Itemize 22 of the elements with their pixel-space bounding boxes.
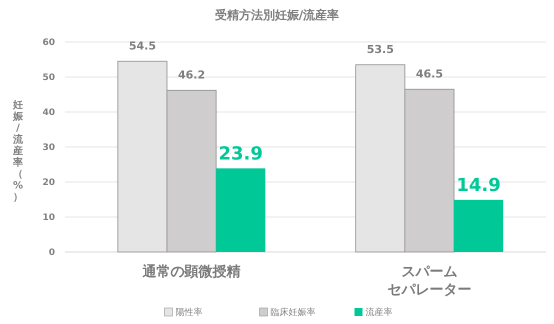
text: 妊娠/流産率（%） bbox=[12, 100, 24, 203]
legend-label: 陽性率 bbox=[176, 307, 202, 318]
y-tick-label: 40 bbox=[42, 108, 55, 118]
data-label: 46.2 bbox=[178, 68, 206, 82]
data-label: 46.5 bbox=[416, 67, 444, 80]
y-tick-label: 50 bbox=[42, 73, 55, 84]
legend-label: 臨床妊娠率 bbox=[270, 307, 316, 318]
data-label: 53.5 bbox=[366, 42, 394, 56]
chart-title: 受精方法別妊娠/流産率 bbox=[214, 8, 340, 22]
y-tick-label: 60 bbox=[42, 38, 55, 48]
bar bbox=[454, 200, 504, 252]
x-tick-label: 通常の顕微授精 bbox=[142, 263, 241, 280]
data-label: 23.9 bbox=[218, 143, 263, 164]
x-tick-label: スパームセパレーター bbox=[387, 264, 472, 298]
data-label: 14.9 bbox=[456, 174, 501, 196]
y-tick-label: 0 bbox=[48, 248, 55, 258]
legend-label: 流産率 bbox=[366, 307, 392, 318]
y-tick-label: 30 bbox=[42, 143, 55, 154]
y-tick-label: 10 bbox=[42, 213, 55, 224]
y-tick-label: 20 bbox=[42, 178, 55, 188]
bar bbox=[216, 168, 266, 252]
data-label: 54.5 bbox=[128, 39, 156, 52]
